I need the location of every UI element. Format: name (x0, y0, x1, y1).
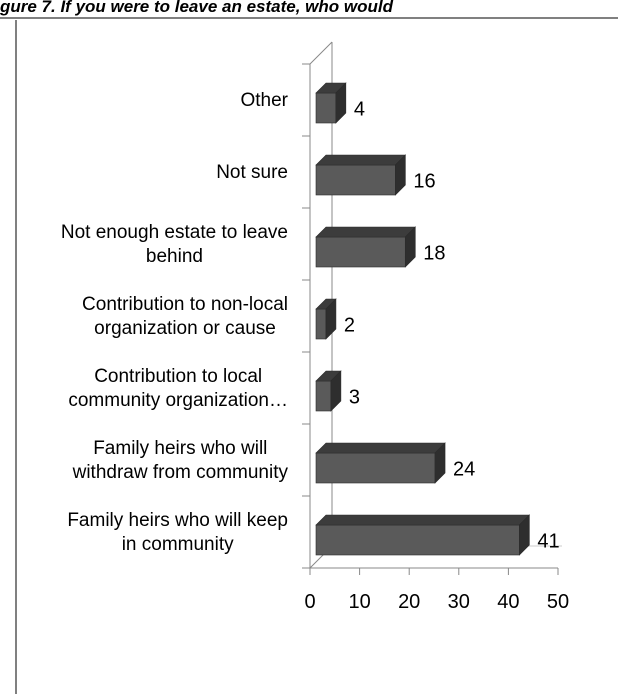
category-label-line: community organization… (68, 390, 288, 411)
bar-front (315, 164, 396, 196)
axis-layer (302, 41, 562, 575)
category-label-line: Contribution to non-local (82, 294, 288, 315)
category-label-line: Not enough estate to leave (61, 222, 288, 243)
bar-front (315, 308, 327, 340)
category-label-line: Family heirs who will (93, 438, 267, 459)
bar-side (434, 442, 446, 484)
category-label: Not sure (216, 162, 288, 183)
category-label-line: organization or cause (94, 318, 276, 339)
category-label-line: Other (240, 90, 288, 111)
category-label-line: behind (146, 246, 203, 267)
bar-front (315, 380, 332, 412)
bar-side (330, 370, 342, 412)
bar-value-label: 4 (354, 98, 365, 120)
bar-top (315, 154, 407, 166)
category-label-line: Not sure (216, 162, 288, 183)
category-label-line: Family heirs who will keep (67, 510, 288, 531)
category-label-line: Contribution to local (94, 366, 262, 387)
bar-front (315, 524, 520, 556)
category-label-line: in community (122, 534, 234, 555)
bar-side (325, 298, 337, 340)
category-label: Contribution to local community organizat… (68, 366, 288, 411)
category-label: Family heirs who will keep in community (67, 510, 288, 555)
bar-front (315, 92, 337, 124)
bar-side (335, 82, 347, 124)
category-label: Contribution to non-local organization or… (82, 294, 288, 339)
x-tick-label: 20 (398, 591, 420, 613)
bar-value-label: 18 (423, 242, 445, 264)
bar-value-label: 16 (413, 170, 435, 192)
labels-layer: 0 10 20 30 40 50 41 Family heirs who will keep i… (61, 90, 569, 613)
bar-value-label: 24 (453, 458, 475, 480)
bar-top (315, 442, 446, 454)
bar-side (404, 226, 416, 268)
bar-value-label: 2 (344, 314, 355, 336)
x-tick-label: 10 (348, 591, 370, 613)
bar-front (315, 236, 406, 268)
bar-value-label: 3 (349, 386, 360, 408)
axis-top-depth-line (309, 41, 333, 65)
bar-top (315, 514, 531, 526)
page-title-fragment: gure 7. If you were to leave an estate, … (0, 0, 394, 16)
bar-front (315, 452, 436, 484)
bar-value-label: 41 (537, 530, 559, 552)
category-label: Family heirs who will withdraw from commu… (72, 438, 289, 483)
bar-side (395, 154, 406, 196)
category-label: Not enough estate to leave behind (61, 222, 288, 267)
x-tick-label: 0 (304, 591, 315, 613)
bar-top (315, 226, 417, 238)
category-label-line: withdraw from community (72, 462, 289, 483)
x-tick-label: 30 (448, 591, 470, 613)
x-tick-label: 40 (497, 591, 519, 613)
x-tick-label: 50 (547, 591, 569, 613)
bars-layer (315, 82, 531, 556)
category-label: Other (240, 90, 288, 111)
bar-side (519, 514, 530, 556)
